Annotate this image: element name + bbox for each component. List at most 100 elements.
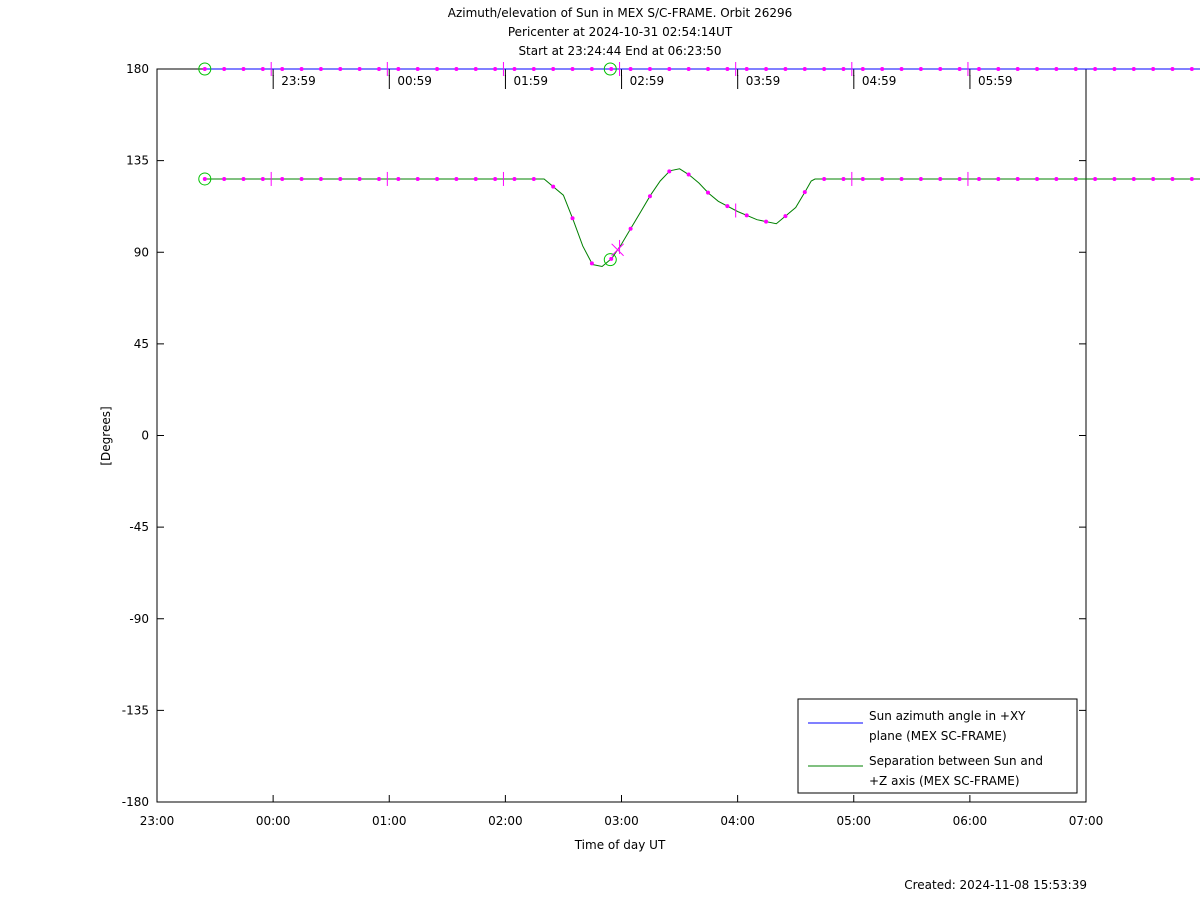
x-axis-label: Time of day UT — [574, 838, 666, 852]
x-tick-label-7: 06:00 — [953, 814, 988, 828]
marker-dot-49-1 — [1151, 176, 1156, 181]
data-markers — [198, 62, 1194, 267]
orbit-time-label-5: 04:59 — [862, 74, 897, 88]
marker-dot-38-1 — [938, 176, 943, 181]
legend-box — [797, 698, 1078, 794]
orbit-time-labels: 23:59 00:59 01:59 02:59 03:59 04:59 05:59 — [272, 74, 1013, 89]
marker-dot-22-0 — [628, 67, 633, 71]
marker-dot-18-0 — [551, 67, 556, 71]
marker-dot-28-0 — [744, 67, 749, 71]
marker-dot-49-0 — [1151, 67, 1156, 71]
marker-dot-37-0 — [918, 67, 923, 71]
marker-dot-44-1 — [1054, 176, 1059, 181]
marker-dot-32-0 — [822, 67, 827, 71]
marker-dot-2-0 — [241, 67, 246, 71]
marker-dot-30-1 — [783, 214, 788, 219]
marker-dot-12-1 — [435, 176, 440, 181]
marker-dot-6-0 — [318, 67, 323, 71]
marker-dot-36-1 — [899, 176, 904, 181]
x-tick-label-0: 23:00 — [140, 814, 175, 828]
marker-dot-25-0 — [686, 67, 691, 71]
marker-dot-51-0 — [1189, 67, 1194, 71]
marker-dot-34-0 — [860, 67, 865, 71]
marker-dot-24-0 — [667, 67, 672, 71]
marker-dot-12-0 — [435, 67, 440, 71]
marker-dot-20-1 — [589, 261, 594, 266]
marker-dot-20-0 — [589, 67, 594, 71]
marker-dot-11-0 — [415, 67, 420, 71]
marker-dot-14-0 — [473, 67, 478, 71]
legend-label-azimuth-line-1: Sun azimuth angle in +XY — [869, 709, 1026, 723]
marker-dot-35-0 — [880, 67, 885, 71]
event-circle-0-0 — [198, 62, 212, 76]
event-circle-0-1 — [198, 172, 212, 186]
marker-dot-29-0 — [764, 67, 769, 71]
x-tick-label-3: 02:00 — [488, 814, 523, 828]
y-tick-label-7: -135 — [122, 703, 149, 717]
marker-dot-14-1 — [473, 176, 478, 181]
marker-dot-41-0 — [996, 67, 1001, 71]
marker-dot-47-1 — [1112, 176, 1117, 181]
orbit-time-label-6: 05:59 — [978, 74, 1013, 88]
marker-dot-48-1 — [1131, 176, 1136, 181]
marker-dot-44-0 — [1054, 67, 1059, 71]
x-tick-label-5: 04:00 — [720, 814, 755, 828]
y-axis-label: [Degrees] — [99, 406, 113, 465]
marker-dot-18-1 — [551, 184, 556, 189]
created-timestamp: Created: 2024-11-08 15:53:39 — [904, 878, 1087, 892]
marker-dot-7-1 — [338, 176, 343, 181]
marker-dot-8-0 — [357, 67, 362, 71]
marker-dot-48-0 — [1131, 67, 1136, 71]
chart-title-line-3: Start at 23:24:44 End at 06:23:50 — [518, 44, 721, 58]
marker-dot-47-0 — [1112, 67, 1117, 71]
x-tick-label-8: 07:00 — [1069, 814, 1104, 828]
marker-dot-1-0 — [222, 67, 227, 71]
marker-dot-33-1 — [841, 176, 846, 181]
marker-dot-15-0 — [493, 67, 498, 71]
marker-dot-41-1 — [996, 176, 1001, 181]
marker-dot-33-0 — [841, 67, 846, 71]
marker-dot-16-1 — [512, 176, 517, 181]
event-circle-2-1 — [603, 253, 617, 267]
y-axis: 180 135 90 45 0 -45 -90 -135 -180 — [122, 62, 1086, 809]
marker-dot-46-0 — [1093, 67, 1098, 71]
marker-dot-37-1 — [918, 176, 923, 181]
orbit-time-label-2: 01:59 — [513, 74, 548, 88]
marker-dot-17-1 — [531, 176, 536, 181]
orbit-time-label-1: 00:59 — [397, 74, 432, 88]
series-line-separation — [204, 168, 1200, 268]
marker-dot-13-1 — [454, 176, 459, 181]
y-tick-label-6: -90 — [129, 612, 149, 626]
marker-dot-31-0 — [802, 67, 807, 71]
legend-label-azimuth-line-2: plane (MEX SC-FRAME) — [869, 729, 1007, 743]
marker-dot-40-1 — [976, 176, 981, 181]
orbit-time-label-0: 23:59 — [281, 74, 316, 88]
marker-dot-40-0 — [976, 67, 981, 71]
marker-dot-50-1 — [1170, 176, 1175, 181]
marker-dot-16-0 — [512, 67, 517, 71]
marker-dot-1-1 — [222, 176, 227, 181]
marker-dot-50-0 — [1170, 67, 1175, 71]
marker-dot-15-1 — [493, 176, 498, 181]
marker-dot-31-1 — [802, 190, 807, 195]
marker-dot-5-0 — [299, 67, 304, 71]
marker-dot-43-0 — [1035, 67, 1040, 71]
legend-label-separation-line-2: +Z axis (MEX SC-FRAME) — [869, 774, 1020, 788]
event-circle-2-0 — [603, 62, 617, 76]
marker-dot-9-0 — [376, 67, 381, 71]
x-tick-label-1: 00:00 — [256, 814, 291, 828]
marker-dot-27-1 — [725, 204, 730, 209]
marker-dot-39-1 — [957, 176, 962, 181]
marker-dot-51-1 — [1189, 176, 1194, 181]
y-tick-label-4: 0 — [141, 429, 149, 443]
y-tick-label-1: 135 — [126, 154, 149, 168]
marker-dot-26-1 — [706, 190, 711, 195]
pericenter-cross-b — [611, 243, 624, 257]
marker-dot-17-0 — [531, 67, 536, 71]
marker-dot-21-1 — [609, 256, 614, 261]
marker-dot-19-0 — [570, 67, 575, 71]
y-tick-label-2: 90 — [134, 245, 149, 259]
y-tick-label-8: -180 — [122, 795, 149, 809]
marker-dot-26-0 — [706, 67, 711, 71]
marker-dot-8-1 — [357, 176, 362, 181]
